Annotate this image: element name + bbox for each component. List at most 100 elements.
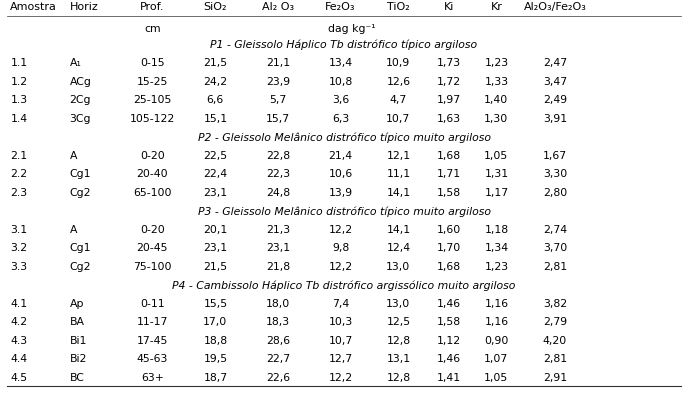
Text: 1,97: 1,97 bbox=[437, 95, 462, 105]
Text: 13,1: 13,1 bbox=[386, 354, 411, 364]
Text: 21,1: 21,1 bbox=[266, 58, 290, 68]
Text: 12,4: 12,4 bbox=[386, 243, 411, 253]
Text: 21,8: 21,8 bbox=[266, 261, 290, 271]
Text: 19,5: 19,5 bbox=[203, 354, 228, 364]
Text: 15,1: 15,1 bbox=[203, 113, 228, 124]
Text: 10,7: 10,7 bbox=[328, 335, 353, 345]
Text: 20,1: 20,1 bbox=[203, 225, 228, 234]
Text: 1,17: 1,17 bbox=[484, 187, 508, 197]
Text: 1,58: 1,58 bbox=[437, 317, 462, 326]
Text: 2,80: 2,80 bbox=[543, 187, 567, 197]
Text: 1,07: 1,07 bbox=[484, 354, 508, 364]
Text: 3Cg: 3Cg bbox=[69, 113, 91, 124]
Text: 1,33: 1,33 bbox=[484, 77, 508, 87]
Text: Bi1: Bi1 bbox=[69, 335, 87, 345]
Text: 15-25: 15-25 bbox=[137, 77, 168, 87]
Text: 1,23: 1,23 bbox=[484, 261, 508, 271]
Text: 3.2: 3.2 bbox=[10, 243, 28, 253]
Text: Al₂ O₃: Al₂ O₃ bbox=[262, 2, 294, 12]
Text: 4.1: 4.1 bbox=[10, 298, 28, 308]
Text: 20-40: 20-40 bbox=[137, 169, 168, 179]
Text: 4.4: 4.4 bbox=[10, 354, 28, 364]
Text: 18,3: 18,3 bbox=[266, 317, 290, 326]
Text: 1,72: 1,72 bbox=[437, 77, 462, 87]
Text: 45-63: 45-63 bbox=[137, 354, 168, 364]
Text: Fe₂O₃: Fe₂O₃ bbox=[325, 2, 356, 12]
Text: 21,4: 21,4 bbox=[328, 150, 353, 160]
Text: 1,46: 1,46 bbox=[437, 298, 462, 308]
Text: 4.3: 4.3 bbox=[10, 335, 28, 345]
Text: 22,8: 22,8 bbox=[266, 150, 290, 160]
Text: 63+: 63+ bbox=[141, 372, 164, 382]
Text: 13,0: 13,0 bbox=[386, 298, 411, 308]
Text: 22,3: 22,3 bbox=[266, 169, 290, 179]
Text: 23,1: 23,1 bbox=[203, 243, 228, 253]
Text: 1,70: 1,70 bbox=[437, 243, 462, 253]
Text: Kr: Kr bbox=[491, 2, 502, 12]
Text: 10,7: 10,7 bbox=[386, 113, 411, 124]
Text: 3.3: 3.3 bbox=[10, 261, 28, 271]
Text: 1,68: 1,68 bbox=[437, 261, 462, 271]
Text: 12,5: 12,5 bbox=[386, 317, 411, 326]
Text: 14,1: 14,1 bbox=[386, 225, 411, 234]
Text: 1,12: 1,12 bbox=[437, 335, 462, 345]
Text: Cg2: Cg2 bbox=[69, 261, 91, 271]
Text: 3,30: 3,30 bbox=[543, 169, 567, 179]
Text: 2,81: 2,81 bbox=[543, 261, 567, 271]
Text: 1,71: 1,71 bbox=[437, 169, 462, 179]
Text: 12,2: 12,2 bbox=[328, 261, 353, 271]
Text: 1,46: 1,46 bbox=[437, 354, 462, 364]
Text: 3.1: 3.1 bbox=[10, 225, 28, 234]
Text: 11-17: 11-17 bbox=[137, 317, 168, 326]
Text: Cg2: Cg2 bbox=[69, 187, 91, 197]
Text: 24,2: 24,2 bbox=[203, 77, 228, 87]
Text: 1,23: 1,23 bbox=[484, 58, 508, 68]
Text: 18,8: 18,8 bbox=[203, 335, 228, 345]
Text: 21,5: 21,5 bbox=[203, 261, 228, 271]
Text: P4 - Cambissolo Háplico Tb distrófico argissólico muito argiloso: P4 - Cambissolo Háplico Tb distrófico ar… bbox=[172, 279, 516, 290]
Text: 1,41: 1,41 bbox=[437, 372, 462, 382]
Text: Prof.: Prof. bbox=[140, 2, 164, 12]
Text: 1,63: 1,63 bbox=[437, 113, 462, 124]
Text: 1,16: 1,16 bbox=[484, 317, 508, 326]
Text: 21,5: 21,5 bbox=[203, 58, 228, 68]
Text: 1,60: 1,60 bbox=[437, 225, 462, 234]
Text: 0,90: 0,90 bbox=[484, 335, 508, 345]
Text: 4,20: 4,20 bbox=[543, 335, 567, 345]
Text: 5,7: 5,7 bbox=[269, 95, 287, 105]
Text: 1,40: 1,40 bbox=[484, 95, 508, 105]
Text: P3 - Gleissolo Melânico distrófico típico muito argiloso: P3 - Gleissolo Melânico distrófico típic… bbox=[197, 206, 491, 216]
Text: Bi2: Bi2 bbox=[69, 354, 87, 364]
Text: 1,16: 1,16 bbox=[484, 298, 508, 308]
Text: 6,6: 6,6 bbox=[206, 95, 224, 105]
Text: 1,67: 1,67 bbox=[543, 150, 567, 160]
Text: 1,73: 1,73 bbox=[437, 58, 462, 68]
Text: 2.2: 2.2 bbox=[10, 169, 28, 179]
Text: 2,49: 2,49 bbox=[543, 95, 567, 105]
Text: 13,4: 13,4 bbox=[328, 58, 353, 68]
Text: 20-45: 20-45 bbox=[137, 243, 168, 253]
Text: 12,1: 12,1 bbox=[386, 150, 411, 160]
Text: 3,82: 3,82 bbox=[543, 298, 567, 308]
Text: P2 - Gleissolo Melânico distrófico típico muito argiloso: P2 - Gleissolo Melânico distrófico típic… bbox=[197, 132, 491, 142]
Text: 0-20: 0-20 bbox=[140, 150, 164, 160]
Text: 1.1: 1.1 bbox=[10, 58, 28, 68]
Text: Al₂O₃/Fe₂O₃: Al₂O₃/Fe₂O₃ bbox=[524, 2, 586, 12]
Text: 11,1: 11,1 bbox=[386, 169, 411, 179]
Text: 1,34: 1,34 bbox=[484, 243, 508, 253]
Text: 1.3: 1.3 bbox=[10, 95, 28, 105]
Text: 23,9: 23,9 bbox=[266, 77, 290, 87]
Text: 10,6: 10,6 bbox=[328, 169, 353, 179]
Text: 23,1: 23,1 bbox=[203, 187, 228, 197]
Text: 3,47: 3,47 bbox=[543, 77, 567, 87]
Text: 12,8: 12,8 bbox=[386, 335, 411, 345]
Text: 0-11: 0-11 bbox=[140, 298, 164, 308]
Text: 25-105: 25-105 bbox=[133, 95, 171, 105]
Text: 1,05: 1,05 bbox=[484, 372, 508, 382]
Text: A: A bbox=[69, 225, 77, 234]
Text: 1,68: 1,68 bbox=[437, 150, 462, 160]
Text: 2,47: 2,47 bbox=[543, 58, 567, 68]
Text: 2Cg: 2Cg bbox=[69, 95, 91, 105]
Text: 9,8: 9,8 bbox=[332, 243, 350, 253]
Text: TiO₂: TiO₂ bbox=[387, 2, 410, 12]
